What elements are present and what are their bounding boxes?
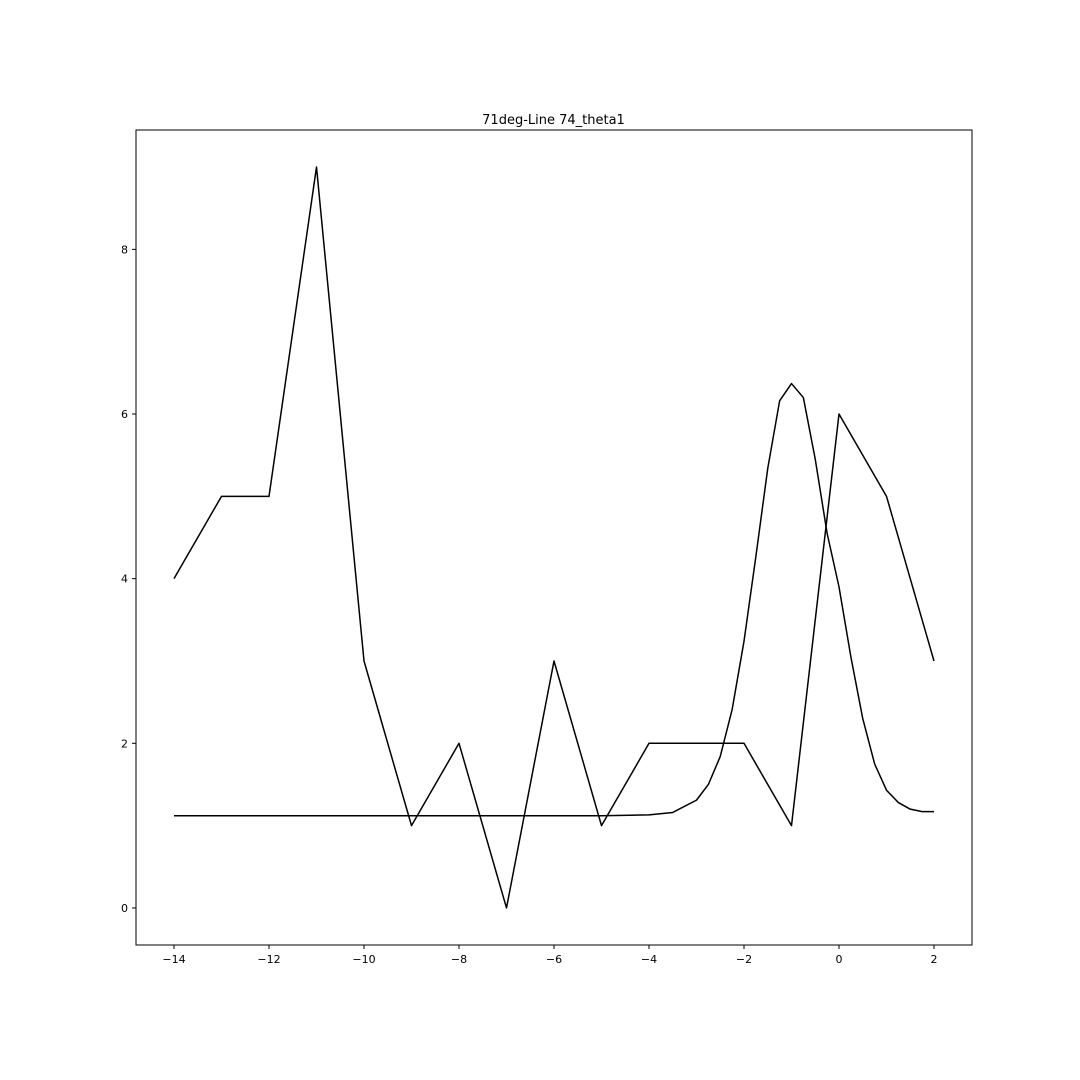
x-tick-label: −12 — [257, 953, 280, 966]
series-line-1 — [173, 166, 935, 909]
x-tick-label: 0 — [836, 953, 843, 966]
x-tick-label: 2 — [931, 953, 938, 966]
series-layer — [173, 166, 935, 909]
y-tick-label: 0 — [121, 902, 128, 915]
chart-title: 71deg-Line 74_theta1 — [482, 113, 625, 128]
x-tick-label: −2 — [736, 953, 752, 966]
y-tick-label: 6 — [121, 408, 128, 421]
series-line-2 — [174, 382, 934, 817]
y-tick-label: 2 — [121, 737, 128, 750]
x-tick-label: −4 — [641, 953, 657, 966]
y-tick-label: 4 — [121, 573, 128, 586]
x-axis: −14 −12 −10 −8 −6 −4 −2 0 2 — [162, 945, 938, 966]
x-tick-label: −6 — [546, 953, 562, 966]
x-tick-label: −8 — [451, 953, 467, 966]
y-tick-label: 8 — [121, 243, 128, 256]
y-axis: 0 2 4 6 8 — [121, 243, 136, 915]
x-tick-label: −14 — [162, 953, 185, 966]
x-tick-label: −10 — [352, 953, 375, 966]
